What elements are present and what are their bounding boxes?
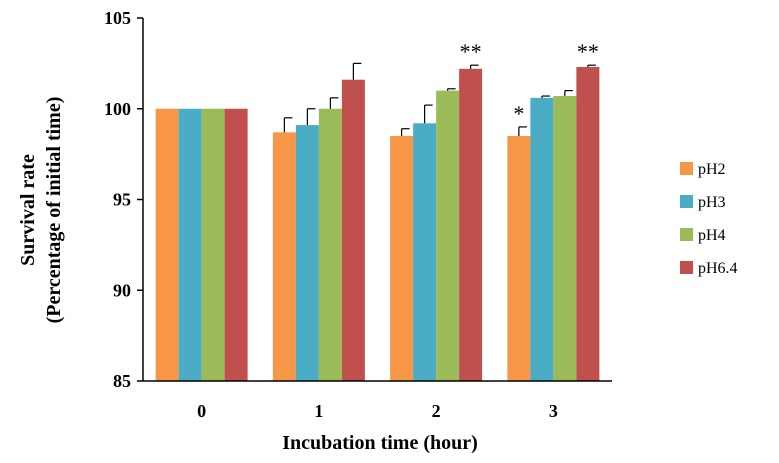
bar-ph3-cat-1 — [295, 125, 319, 382]
bar-ph2-cat-0 — [155, 108, 179, 381]
legend-swatch — [680, 195, 693, 208]
legend-label: pH2 — [698, 161, 726, 178]
legend-label: pH4 — [698, 227, 726, 244]
bar-ph3-cat-2 — [413, 123, 437, 382]
x-tick-label: 0 — [197, 401, 206, 421]
legend-label: pH3 — [698, 194, 726, 211]
bar-ph2-cat-1 — [272, 132, 296, 381]
y-tick-label: 95 — [113, 190, 131, 210]
bar-ph2-cat-3 — [507, 135, 531, 381]
significance-marker: ** — [460, 39, 482, 64]
y-axis-title-line2: (Percentage of initial time) — [43, 97, 65, 324]
y-tick-label: 90 — [113, 280, 131, 300]
x-ticks: 0 1 2 3 — [197, 401, 558, 421]
legend-swatch — [680, 228, 693, 241]
bar-ph2-cat-2 — [390, 135, 414, 381]
legend-swatch — [680, 261, 693, 274]
y-tick-label: 100 — [104, 99, 131, 119]
bar-ph4-cat-3 — [553, 96, 577, 382]
x-tick-label: 2 — [432, 401, 441, 421]
bar-ph4-cat-2 — [436, 90, 460, 381]
y-ticks: 85 90 95 100 105 — [104, 8, 143, 391]
plot-area — [155, 62, 600, 382]
significance-annotations: ***** — [460, 39, 599, 126]
legend-swatch — [680, 162, 693, 175]
significance-marker: * — [513, 101, 524, 126]
x-tick-label: 3 — [549, 401, 558, 421]
bar-ph6-4-cat-3 — [576, 67, 600, 381]
bar-ph6-4-cat-0 — [224, 108, 248, 381]
x-axis-title: Incubation time (hour) — [282, 432, 478, 454]
y-tick-label: 105 — [104, 8, 131, 28]
y-axis-title-line1: Survival rate — [17, 154, 39, 266]
bar-ph4-cat-0 — [201, 108, 225, 381]
x-tick-label: 1 — [314, 401, 323, 421]
bar-ph4-cat-1 — [318, 108, 342, 381]
y-tick-label: 85 — [113, 371, 131, 391]
legend-label: pH6.4 — [698, 260, 738, 277]
bar-ph6-4-cat-2 — [459, 68, 483, 381]
significance-marker: ** — [577, 39, 599, 64]
bar-ph3-cat-0 — [178, 108, 202, 381]
bar-ph3-cat-3 — [530, 97, 554, 382]
legend: pH2 pH3 pH4 pH6.4 — [680, 161, 738, 277]
bar-ph6-4-cat-1 — [341, 79, 365, 382]
